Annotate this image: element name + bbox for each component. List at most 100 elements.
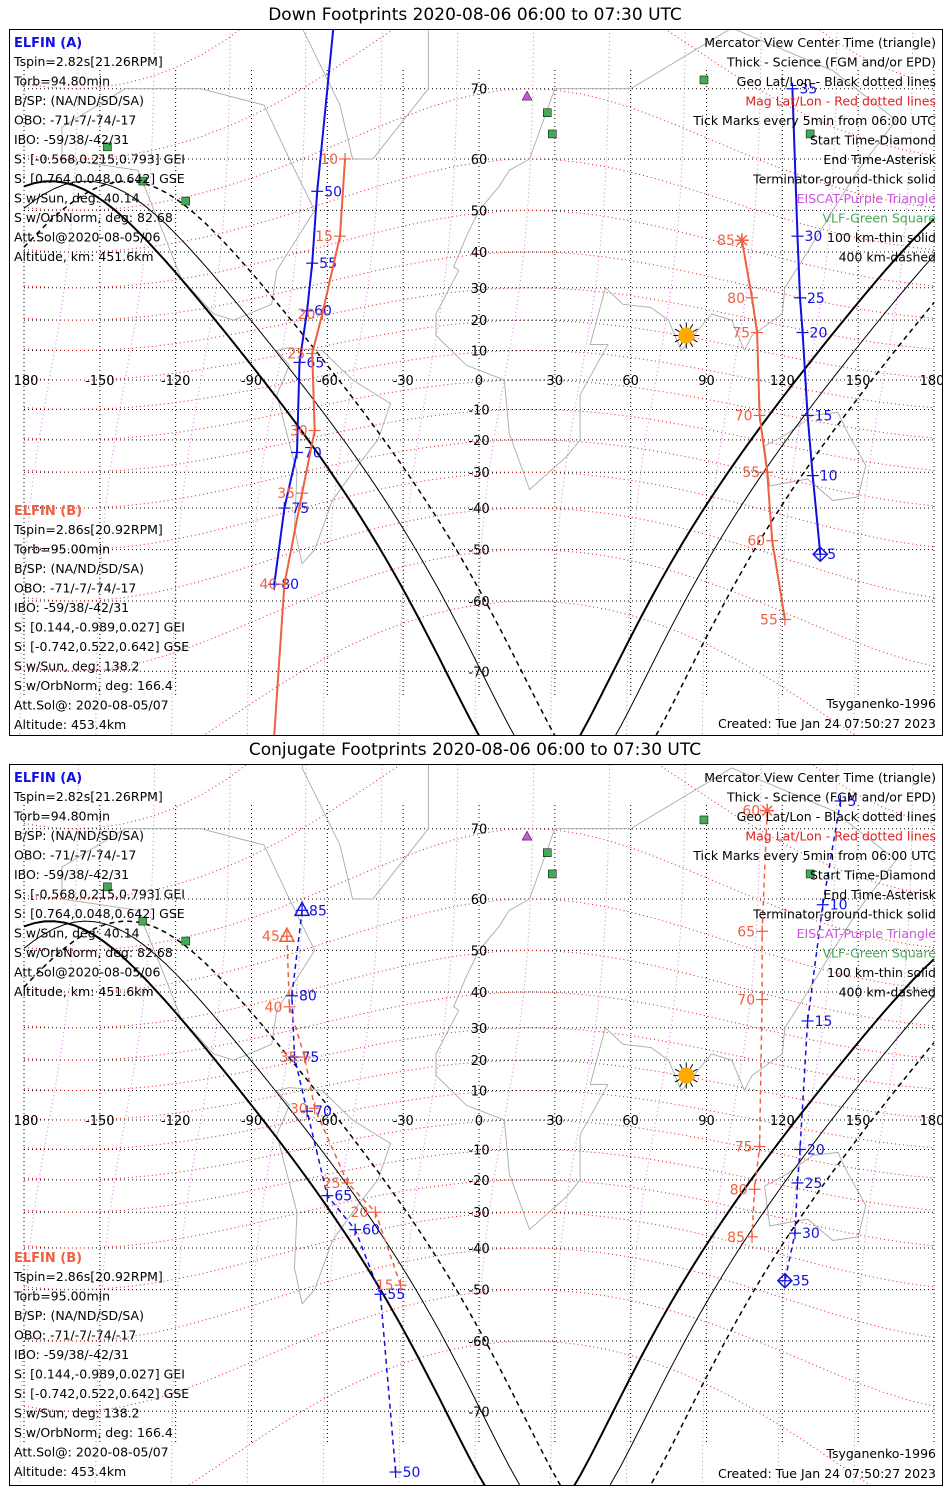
elfin-b-info-line: IBO: -59/38/-42/31 [14, 1347, 129, 1362]
elfin-a-west-time-label: 60 [362, 1223, 380, 1239]
lon-tick-label: -120 [161, 374, 191, 389]
elfin-b-east-track [751, 810, 768, 1237]
mag-lat-curve [23, 379, 935, 441]
mag-lon-curve [246, 765, 307, 1485]
mag-lon-curve [550, 765, 611, 1485]
elfin-a-east-time-label: 5 [827, 547, 836, 563]
lon-tick-label: 150 [846, 374, 871, 389]
lon-tick-label: 0 [475, 1114, 483, 1129]
elfin-b-title: ELFIN (B) [14, 504, 82, 519]
terminator-ground [23, 180, 935, 735]
elfin-a-info-line: Altitude, km: 451.6km [14, 249, 154, 264]
elfin-a-east-time-label: 20 [810, 326, 828, 342]
lon-tick-label: 180 [14, 374, 39, 389]
mag-lon-curve [474, 765, 535, 1485]
mag-lon-curve [171, 30, 231, 735]
lat-tick-label: 10 [471, 1085, 488, 1100]
legend-entry: VLF-Green Square [822, 946, 936, 961]
mag-lat-curve [23, 350, 935, 410]
lat-tick-label: 50 [471, 944, 488, 959]
mag-lat-curve [23, 1148, 935, 1213]
legend-entry: Mercator View Center Time (triangle) [704, 770, 936, 785]
vlf-square-icon [699, 75, 709, 85]
elfin-b-east-time-label: 70 [735, 408, 753, 424]
elfin-a-west-track [273, 30, 335, 585]
map-down: 4550556065707580454035302520151035302520… [9, 29, 943, 736]
mag-lon-curve [853, 765, 914, 1485]
elfin-b-info-line: Att.Sol@: 2020-08-05/07 [14, 698, 169, 713]
mag-lat-curve [23, 319, 935, 381]
mag-lon-curve [322, 30, 383, 735]
lon-tick-label: -150 [85, 374, 115, 389]
mag-lat-curve [23, 1247, 935, 1342]
model-label: Tsyganenko-1996 [825, 696, 936, 711]
terminator-100km [23, 920, 935, 1485]
elfin-a-west-time-label: 70 [304, 445, 322, 461]
sun-disk [678, 1067, 695, 1084]
lon-tick-label: 60 [622, 1114, 639, 1129]
sun-ray [689, 324, 694, 329]
elfin-b-west-time-label: 40 [260, 577, 278, 593]
lat-tick-label: 20 [471, 314, 488, 329]
elfin-a-east-time-label: 25 [805, 1176, 823, 1192]
lat-tick-label: 40 [471, 246, 488, 261]
legend-entry: Start Time-Diamond [810, 868, 936, 883]
vlf-square-icon [548, 129, 557, 139]
elfin-b-east-time-label: 80 [727, 291, 745, 307]
elfin-b-info-line: Altitude: 453.4km [14, 1464, 126, 1479]
mag-lon-curve [853, 30, 914, 735]
elfin-b-east-time-label: 85 [727, 1230, 745, 1246]
elfin-b-east-time-label: 55 [742, 465, 760, 481]
panel-conjugate-title: Conjugate Footprints 2020-08-06 06:00 to… [248, 740, 702, 760]
elfin-b-east-time-label: 55 [760, 612, 778, 628]
vlf-square-icon [543, 108, 552, 117]
elfin-b-east-time-label: 60 [747, 534, 765, 550]
lat-tick-label: -70 [468, 1405, 489, 1420]
elfin-b-east-track [740, 240, 786, 620]
mag-lat-curve [23, 898, 935, 993]
elfin-a-info-line: S w/OrbNorm, deg: 82.68 [14, 945, 173, 960]
mag-lon-curve [701, 765, 762, 1485]
elfin-a-west-time-label: 55 [387, 1287, 405, 1303]
lon-tick-label: 120 [770, 1114, 795, 1129]
lon-tick-label: -90 [241, 1114, 262, 1129]
legend-entry: Tick Marks every 5min from 06:00 UTC [692, 113, 936, 128]
mag-lat-curve [23, 439, 935, 509]
mag-lat-curve [23, 408, 935, 473]
terminator-ground [23, 920, 935, 1485]
eiscat-triangle-icon [521, 830, 533, 841]
elfin-b-info-line: Altitude: 453.4km [14, 717, 126, 732]
vlf-square-icon [103, 142, 112, 152]
elfin-a-east-time-label: 10 [820, 469, 838, 485]
lon-tick-label: 150 [846, 1114, 871, 1129]
elfin-a-info-line: S w/OrbNorm, deg: 82.68 [14, 210, 173, 225]
legend-entry: Thick - Science (FGM and/or EPD) [726, 55, 936, 70]
mag-lon-curve [246, 30, 307, 735]
elfin-a-info-line: S: [-0.568,0.215,0.793] GEI [14, 887, 185, 902]
elfin-a-info-line: Att.Sol@2020-08-05/06 [14, 965, 160, 980]
lon-tick-label: -60 [317, 374, 338, 389]
elfin-b-info-line: Tspin=2.86s[20.92RPM] [13, 522, 163, 537]
mag-lon-curve [398, 765, 459, 1485]
mag-lat-curve [23, 251, 935, 321]
mag-lon-curve [474, 30, 535, 735]
elfin-a-west-time-label: 80 [299, 989, 317, 1005]
lat-tick-label: -50 [468, 1284, 489, 1299]
mag-lat-curve [23, 507, 935, 602]
elfin-b-east-time-label: 85 [717, 233, 735, 249]
lon-tick-label: 180 [920, 1114, 942, 1129]
elfin-a-info-line: OBO: -71/-7/-74/-17 [14, 848, 136, 863]
elfin-a-info-line: Tspin=2.82s[21.26RPM] [13, 789, 163, 804]
vlf-square-icon [181, 936, 191, 946]
elfin-a-info-line: S w/Sun, deg: 40.14 [14, 191, 140, 206]
elfin-a-west-time-label: 65 [334, 1189, 352, 1205]
elfin-a-title: ELFIN (A) [14, 771, 82, 786]
elfin-b-east-time-label: 75 [735, 1139, 753, 1155]
mag-lat-curve [23, 209, 935, 289]
legend-entry: EISCAT-Purple Triangle [797, 191, 937, 206]
lat-tick-label: -10 [468, 403, 489, 418]
mag-lat-curve [23, 828, 935, 951]
lon-tick-label: 30 [547, 1114, 564, 1129]
coastline [435, 767, 897, 1231]
elfin-b-info-line: Att.Sol@: 2020-08-05/07 [14, 1445, 169, 1460]
